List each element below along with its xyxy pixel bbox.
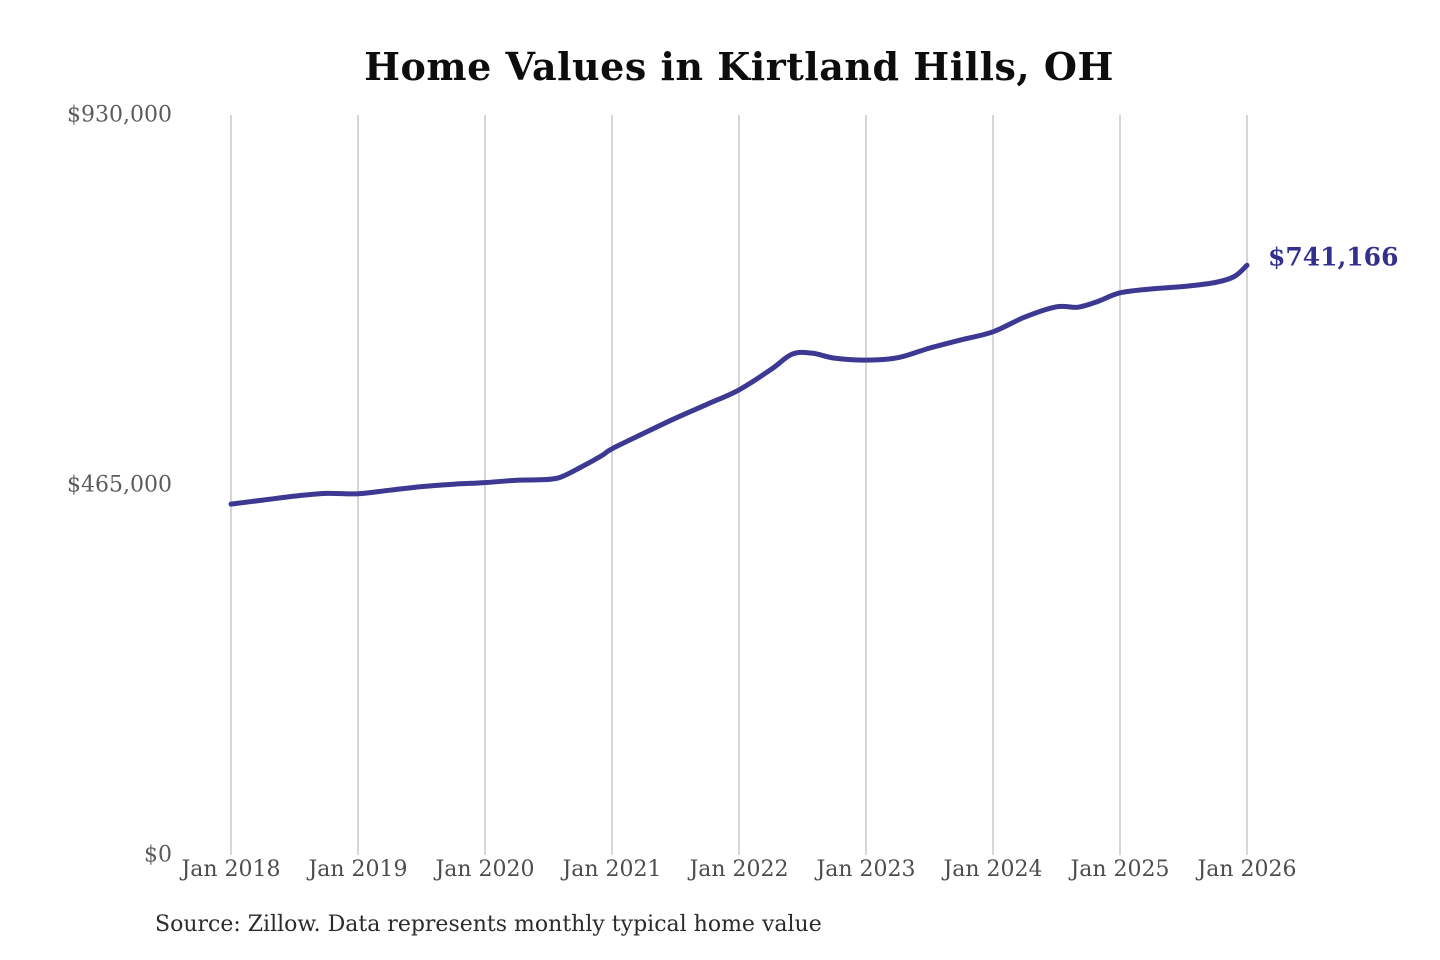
gridlines	[230, 115, 1248, 855]
x-axis-tick-label: Jan 2023	[816, 857, 916, 882]
y-axis-tick-label: $465,000	[67, 472, 172, 498]
x-axis-tick-label: Jan 2018	[181, 857, 281, 882]
x-axis-tick-label: Jan 2021	[562, 857, 662, 882]
x-axis-tick-label: Jan 2024	[943, 857, 1043, 882]
x-axis-tick-label: Jan 2020	[435, 857, 535, 882]
y-axis-tick-label: $0	[144, 842, 172, 868]
x-axis-tick-label: Jan 2025	[1070, 857, 1170, 882]
end-value-label: $741,166	[1268, 242, 1399, 272]
y-axis-tick-label: $930,000	[67, 102, 172, 128]
chart-title: Home Values in Kirtland Hills, OH	[364, 44, 1114, 89]
home-value-line	[228, 262, 1250, 507]
x-axis-tick-label: Jan 2026	[1197, 857, 1297, 882]
x-axis-tick-label: Jan 2019	[308, 857, 408, 882]
x-axis-tick-label: Jan 2022	[689, 857, 789, 882]
source-note: Source: Zillow. Data represents monthly …	[155, 912, 822, 937]
